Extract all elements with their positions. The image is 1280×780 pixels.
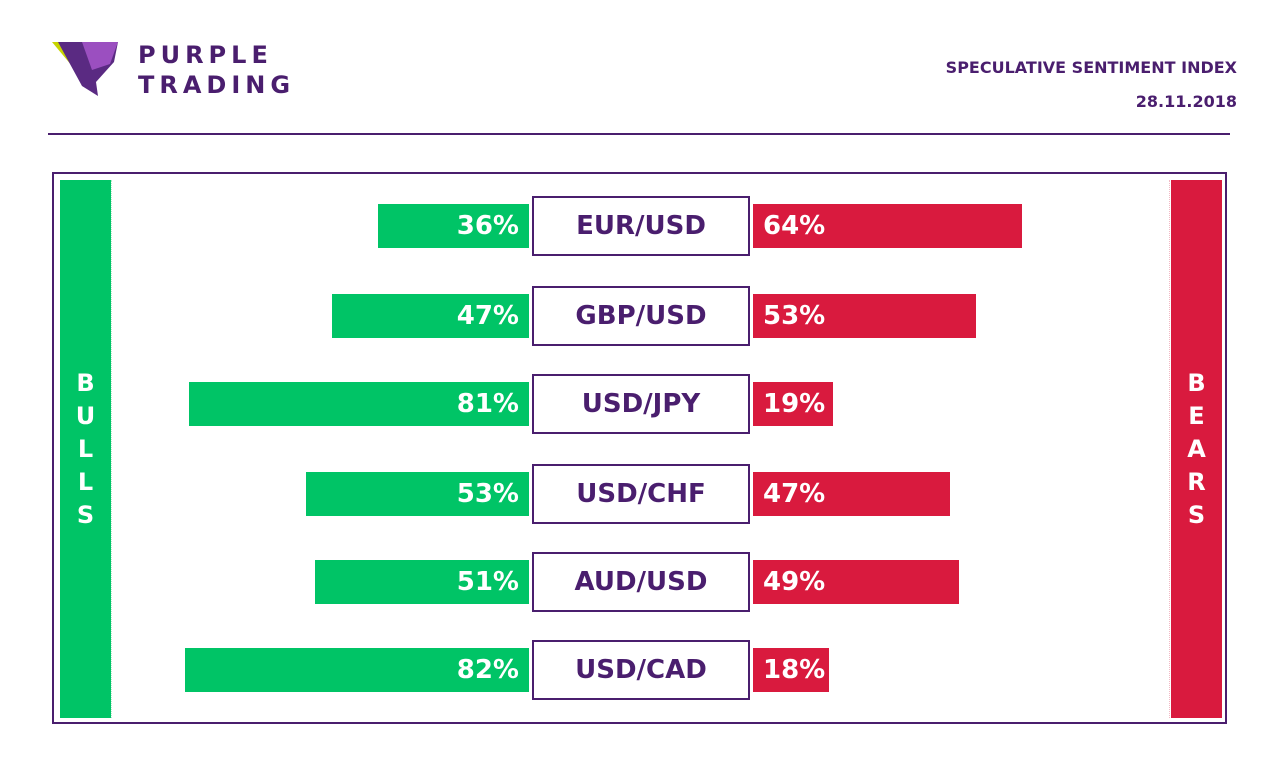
currency-pair-label: USD/CAD <box>532 640 750 700</box>
bulls-letter: S <box>76 500 95 529</box>
bull-value-label: 53% <box>456 479 519 509</box>
bears-label: B E A R S <box>1187 367 1206 532</box>
currency-pair-label: USD/CHF <box>532 464 750 524</box>
bear-value-label: 19% <box>763 389 826 419</box>
report-title: SPECULATIVE SENTIMENT INDEX <box>945 58 1237 77</box>
bear-value-label: 53% <box>763 301 826 331</box>
bulls-letter: U <box>75 401 96 430</box>
bull-value-label: 51% <box>456 567 519 597</box>
bear-value-label: 47% <box>763 479 826 509</box>
logo-line-1: PURPLE <box>138 41 273 69</box>
bulls-side-bar: B U L L S <box>60 180 111 718</box>
bears-letter: R <box>1187 467 1206 496</box>
bull-bar: 47% <box>331 294 529 338</box>
bears-guide-line <box>1169 180 1170 718</box>
logo-line-2: TRADING <box>138 71 296 99</box>
logo-mark-icon <box>52 42 118 96</box>
bull-bar: 36% <box>377 204 529 248</box>
bear-value-label: 64% <box>763 211 826 241</box>
bear-bar: 18% <box>753 648 829 692</box>
bulls-guide-line <box>111 180 112 718</box>
currency-pair-label: USD/JPY <box>532 374 750 434</box>
bears-letter: B <box>1187 368 1206 397</box>
bear-bar: 53% <box>753 294 976 338</box>
bears-side-bar: B E A R S <box>1171 180 1222 718</box>
header-divider <box>48 133 1230 135</box>
bears-letter: A <box>1187 434 1206 463</box>
bull-bar: 81% <box>188 382 529 426</box>
bull-value-label: 81% <box>456 389 519 419</box>
bear-value-label: 18% <box>763 655 826 685</box>
bulls-letter: L <box>77 467 94 496</box>
bears-letter: E <box>1188 401 1205 430</box>
currency-pair-label: EUR/USD <box>532 196 750 256</box>
currency-pair-label: AUD/USD <box>532 552 750 612</box>
bull-value-label: 82% <box>456 655 519 685</box>
bull-bar: 51% <box>314 560 529 604</box>
bull-bar: 53% <box>306 472 529 516</box>
purple-trading-logo: PURPLE TRADING <box>52 40 312 104</box>
bear-bar: 64% <box>753 204 1022 248</box>
bear-bar: 49% <box>753 560 959 604</box>
bull-value-label: 47% <box>456 301 519 331</box>
bear-bar: 19% <box>753 382 833 426</box>
bulls-label: B U L L S <box>76 367 96 532</box>
bulls-letter: B <box>76 368 95 397</box>
bears-letter: S <box>1187 500 1206 529</box>
bear-value-label: 49% <box>763 567 826 597</box>
bull-bar: 82% <box>184 648 529 692</box>
bear-bar: 47% <box>753 472 951 516</box>
logo-text: PURPLE TRADING <box>138 40 295 100</box>
bull-value-label: 36% <box>456 211 519 241</box>
currency-pair-label: GBP/USD <box>532 286 750 346</box>
report-date: 28.11.2018 <box>1135 92 1237 111</box>
bulls-letter: L <box>77 434 94 463</box>
chart-frame <box>52 172 1227 724</box>
